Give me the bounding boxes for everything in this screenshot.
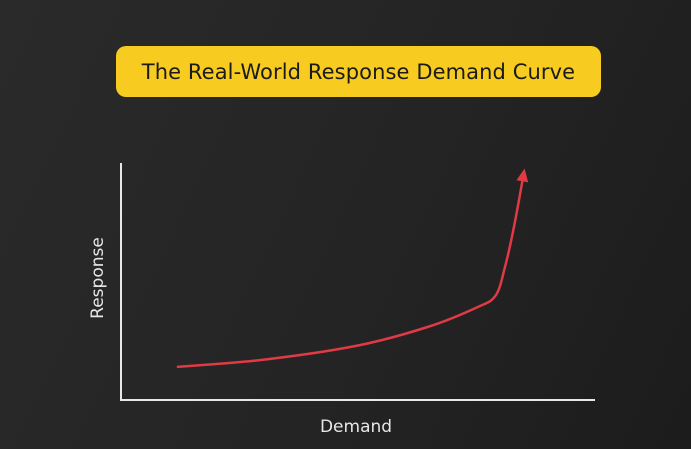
x-axis-label: Demand bbox=[320, 417, 392, 437]
title-banner: The Real-World Response Demand Curve bbox=[116, 46, 601, 97]
series-curve bbox=[176, 171, 526, 369]
curve-arrowhead bbox=[516, 168, 529, 183]
y-axis-label: Response bbox=[88, 237, 108, 319]
chart-title: The Real-World Response Demand Curve bbox=[141, 59, 576, 84]
